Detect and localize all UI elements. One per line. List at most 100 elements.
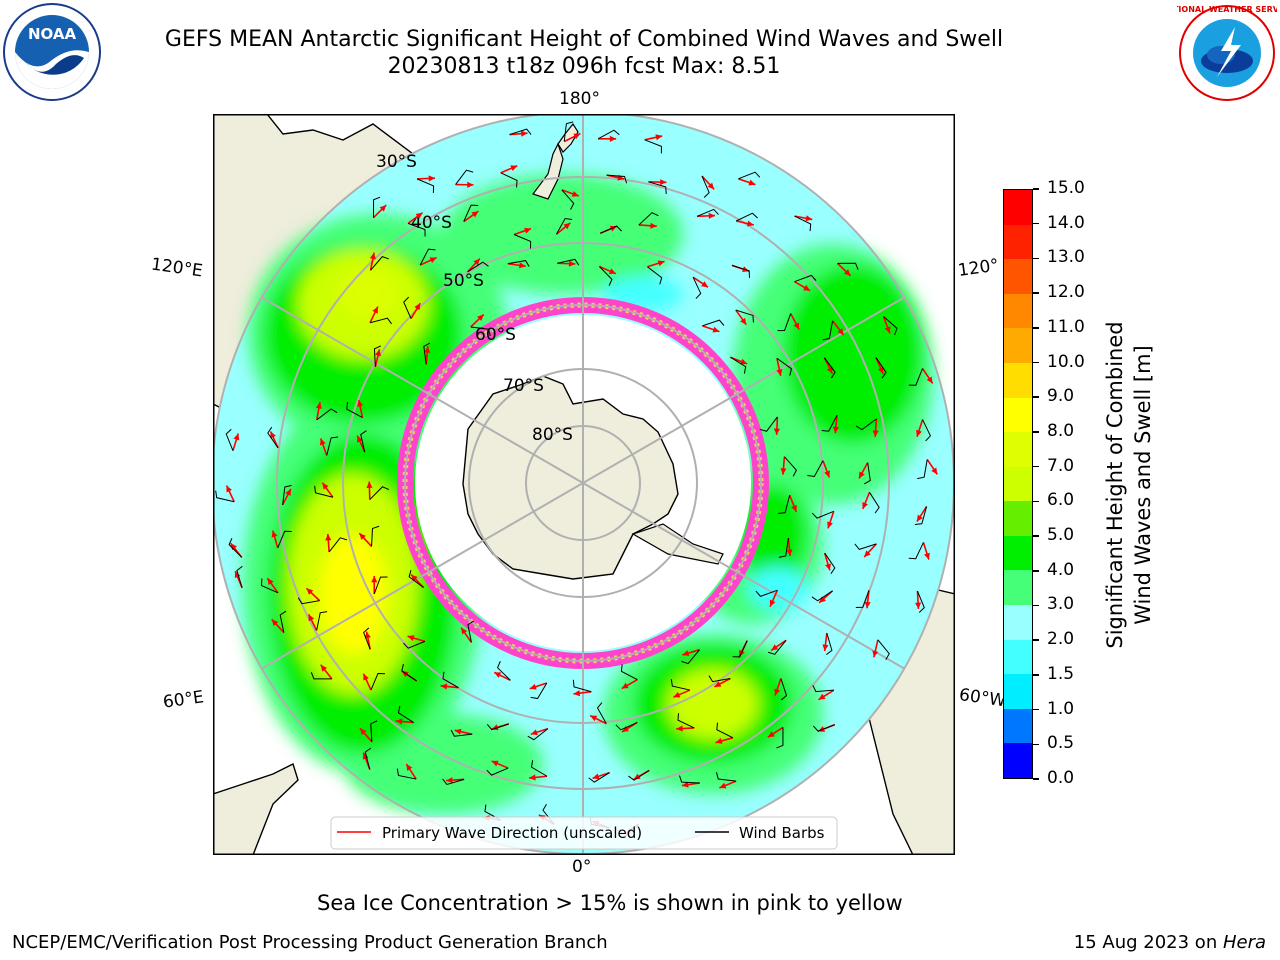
wave-arrow-head: [320, 664, 327, 672]
wind-barb: [730, 356, 747, 374]
lon-label-60w: 60°W: [957, 685, 1005, 711]
colorbar-tick-label: 13.0: [1047, 247, 1085, 268]
colorbar-tick-mark: [1033, 674, 1039, 676]
lat-label-50s: 50°S: [443, 271, 484, 291]
map-legend: Primary Wave Direction (unscaled) Wind B…: [330, 816, 838, 850]
wave-arrow-head: [621, 682, 629, 689]
wind-barb: [310, 672, 332, 680]
wave-arrow-head: [780, 468, 787, 475]
wave-arrow-head: [862, 502, 868, 510]
wind-barb: [408, 569, 424, 588]
wind-barb: [638, 212, 659, 226]
wave-arrow-head: [366, 481, 373, 488]
wave-arrow-head: [916, 429, 922, 437]
wind-barb: [364, 747, 372, 770]
wave-arrow-head: [440, 683, 448, 690]
wave-arrow-head: [428, 175, 436, 182]
wind-barb: [316, 611, 328, 631]
wind-barb: [811, 590, 833, 602]
wind-barb: [600, 225, 622, 234]
colorbar-ticks: 0.0 0.5 1.0 1.5 2.0 3.0 4.0 5.0 6.0 7.0 8.0 9.0 10.0…: [1033, 178, 1103, 788]
wind-barb: [236, 565, 243, 588]
wind-barb: [794, 215, 812, 232]
wind-barb: [470, 326, 491, 337]
wave-arrow-head: [571, 190, 579, 197]
wave-arrow-head: [401, 671, 409, 678]
wave-arrow-head: [357, 400, 364, 407]
footer-timestamp: 15 Aug 2023 on Hera: [1074, 932, 1266, 953]
wind-barb: [854, 543, 877, 550]
wave-arrow-head: [271, 619, 279, 627]
wave-arrow-head: [364, 631, 371, 639]
wind-barb: [596, 702, 607, 724]
wind-barb: [917, 590, 925, 613]
wind-barb: [555, 217, 573, 235]
wind-barb: [678, 775, 700, 784]
wind-barb: [794, 274, 817, 283]
wave-arrow-head: [608, 268, 616, 274]
antarctic-wave-map: 30°S 40°S 50°S 60°S 70°S 80°S Primary Wa…: [213, 114, 955, 855]
wind-barb: [267, 426, 279, 449]
wave-arrow-head: [633, 773, 641, 780]
wind-barb: [647, 266, 663, 285]
wave-arrow-head: [701, 281, 709, 288]
wind-barb: [496, 661, 511, 681]
wind-barb: [403, 640, 426, 649]
footer-organization: NCEP/EMC/Verification Post Processing Pr…: [12, 932, 608, 953]
wave-arrow-head: [424, 346, 431, 353]
footer-date: 15 Aug 2023 on: [1073, 932, 1223, 953]
wind-barb: [450, 729, 473, 737]
wave-arrow-head: [306, 588, 314, 595]
wave-arrow-head: [379, 205, 387, 212]
wave-arrow-head: [325, 534, 332, 541]
wind-barb: [328, 537, 348, 553]
africa-land: [213, 763, 299, 855]
wave-arrow-head: [832, 426, 839, 434]
colorbar-swatch: [1004, 603, 1032, 640]
wave-arrow-head: [520, 130, 528, 137]
wind-barb: [297, 597, 320, 605]
wave-arrow-head: [746, 220, 754, 227]
nws-logo-icon: NATIONAL WEATHER SERVICE: [1177, 5, 1277, 101]
colorbar-tick-label: 14.0: [1047, 212, 1085, 233]
colorbar-tick-mark: [1033, 535, 1039, 537]
wind-barb: [588, 772, 610, 783]
wind-barb: [373, 345, 382, 367]
wind-barb: [826, 632, 833, 656]
wind-barb: [370, 720, 378, 742]
wave-arrow-head: [371, 575, 378, 583]
wind-barb: [628, 769, 650, 781]
wave-arrow-head: [395, 718, 403, 725]
wave-arrow-head: [712, 326, 720, 333]
colorbar-tick-label: 15.0: [1047, 178, 1085, 198]
colorbar-swatch: [1004, 673, 1032, 709]
colorbar-tick-mark: [1033, 431, 1039, 433]
wind-barb: [407, 222, 426, 237]
wind-barb: [732, 640, 748, 658]
wave-arrow-head: [660, 179, 667, 186]
wave-arrow-head: [226, 485, 232, 493]
wind-barb: [701, 175, 710, 198]
wind-barb: [822, 320, 834, 341]
wind-barb: [463, 204, 479, 222]
colorbar-tick-label: 7.0: [1047, 455, 1075, 476]
wave-arrow-head: [471, 211, 479, 218]
wind-barb: [824, 552, 836, 575]
wave-arrow-head: [315, 402, 322, 409]
wave-arrow-head: [877, 366, 884, 374]
wind-barb: [530, 682, 548, 700]
colorbar-tick-mark: [1033, 743, 1039, 746]
wave-arrow-head: [805, 215, 813, 222]
wind-barb: [509, 128, 532, 136]
wind-barb: [837, 262, 859, 270]
wave-arrow-head: [369, 252, 376, 260]
wave-arrow-head: [837, 328, 844, 336]
wave-arrow-head: [872, 430, 879, 437]
colorbar-tick-label: 1.5: [1047, 663, 1075, 684]
wind-barb: [373, 576, 388, 595]
footer-machine: Hera: [1222, 932, 1266, 953]
wave-arrow-head: [454, 728, 462, 735]
wind-barb: [228, 538, 243, 558]
wave-arrow-head: [429, 257, 437, 263]
wind-barb: [812, 724, 836, 732]
